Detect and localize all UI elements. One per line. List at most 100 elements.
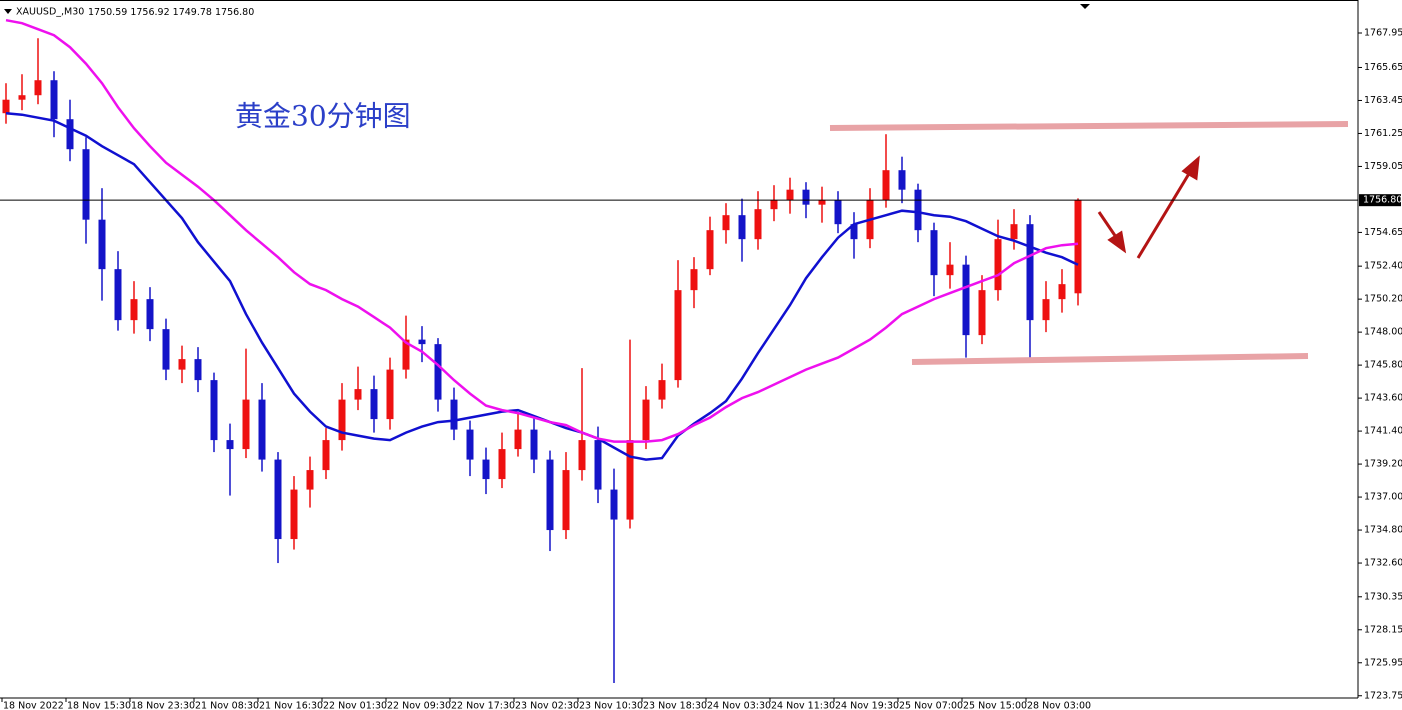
candle-body [418, 339, 426, 345]
candle-body [626, 440, 634, 520]
candle-body [914, 189, 922, 231]
candle-body [946, 264, 954, 276]
candle-body [690, 269, 698, 291]
candle-body [658, 380, 666, 400]
candle-body [1074, 200, 1082, 294]
candle-body [482, 459, 490, 480]
candle-body [962, 264, 970, 336]
candle-body [210, 380, 218, 441]
support-line [911, 353, 1309, 365]
candle-body [642, 399, 650, 441]
plot-area [2, 18, 1082, 684]
candle-body [898, 170, 906, 190]
candle-body [226, 440, 234, 450]
candle-body [178, 359, 186, 370]
y-tick-label: 1754.65 [1364, 227, 1402, 238]
candle-body [66, 119, 74, 150]
candle-body [338, 399, 346, 441]
candle-body [882, 170, 890, 201]
candle-body [274, 459, 282, 540]
ohlc-value: 1756.92 [130, 7, 169, 18]
candle-body [546, 459, 554, 531]
x-tick-label: 21 Nov 08:30 [195, 701, 259, 710]
candle-body [1010, 224, 1018, 240]
candle-body [530, 429, 538, 460]
candle-body [754, 209, 762, 240]
candle-body [994, 239, 1002, 291]
candle-body [850, 224, 858, 240]
y-tick-label: 1761.25 [1364, 128, 1402, 139]
candle-body [1026, 224, 1034, 321]
x-tick-label: 24 Nov 11:30 [771, 701, 835, 710]
candle-body [578, 440, 586, 471]
x-tick-label: 23 Nov 02:30 [515, 701, 579, 710]
candle-body [162, 329, 170, 370]
x-tick-label: 22 Nov 17:30 [451, 701, 515, 710]
shift-marker[interactable] [1080, 4, 1090, 9]
candle-body [194, 359, 202, 381]
candle-body [114, 269, 122, 321]
candle-body [610, 489, 618, 520]
candle-body [18, 95, 26, 100]
symbol-label: XAUUSD_,M30 [16, 7, 84, 18]
candle-body [322, 440, 330, 471]
y-tick-label: 1765.65 [1364, 62, 1402, 73]
candle-body [594, 440, 602, 490]
candle-body [354, 389, 362, 400]
ohlc-header: 1750.59 1756.92 1749.78 1756.80 [88, 7, 254, 18]
candle-body [1042, 299, 1050, 321]
candle-body [242, 399, 250, 450]
x-tick-label: 24 Nov 03:30 [707, 701, 771, 710]
candle-body [834, 200, 842, 225]
ohlc-value: 1749.78 [173, 7, 212, 18]
candle-body [674, 290, 682, 381]
x-tick-label: 21 Nov 16:30 [259, 701, 323, 710]
y-tick-label: 1748.00 [1364, 327, 1402, 338]
candle-body [930, 230, 938, 276]
y-tick-label: 1743.60 [1364, 393, 1402, 404]
x-tick-label: 23 Nov 18:30 [643, 701, 707, 710]
y-tick-label: 1745.80 [1364, 360, 1402, 371]
y-tick-label: 1759.05 [1364, 161, 1402, 172]
y-tick-label: 1723.75 [1364, 690, 1402, 701]
candle-body [818, 200, 826, 205]
candle-body [290, 489, 298, 540]
candle-body [370, 389, 378, 420]
resistance-line [829, 121, 1349, 131]
y-tick-label: 1728.15 [1364, 624, 1402, 635]
candle-body [146, 299, 154, 330]
candle-body [770, 200, 778, 210]
x-tick-label: 22 Nov 09:30 [387, 701, 451, 710]
y-tick-label: 1763.45 [1364, 95, 1402, 106]
x-tick-label: 18 Nov 15:30 [67, 701, 131, 710]
x-tick-label: 25 Nov 15:00 [963, 701, 1027, 710]
candle-body [50, 80, 58, 120]
candle-body [402, 339, 410, 370]
candle-body [2, 99, 10, 114]
x-tick-label: 23 Nov 10:30 [579, 701, 643, 710]
ohlc-value: 1756.80 [215, 7, 254, 18]
candle-body [1058, 284, 1066, 300]
y-tick-label: 1732.60 [1364, 558, 1402, 569]
y-tick-label: 1752.40 [1364, 261, 1402, 272]
y-tick-label: 1730.35 [1364, 591, 1402, 602]
candle-body [802, 189, 810, 205]
x-tick-label: 24 Nov 19:30 [835, 701, 899, 710]
y-tick-label: 1750.20 [1364, 294, 1402, 305]
candle-body [258, 399, 266, 460]
menu-triangle[interactable] [4, 9, 12, 14]
candle-body [706, 230, 714, 270]
candle-body [722, 215, 730, 231]
candle-body [562, 470, 570, 531]
arrow-head [1107, 230, 1127, 254]
arrow-up [1136, 171, 1192, 259]
y-tick-label: 1734.80 [1364, 525, 1402, 536]
candle-body [786, 189, 794, 201]
candle-body [466, 429, 474, 460]
candle-body [450, 399, 458, 430]
candle-body [34, 80, 42, 96]
current-price-label: 1756.80 [1363, 195, 1402, 206]
